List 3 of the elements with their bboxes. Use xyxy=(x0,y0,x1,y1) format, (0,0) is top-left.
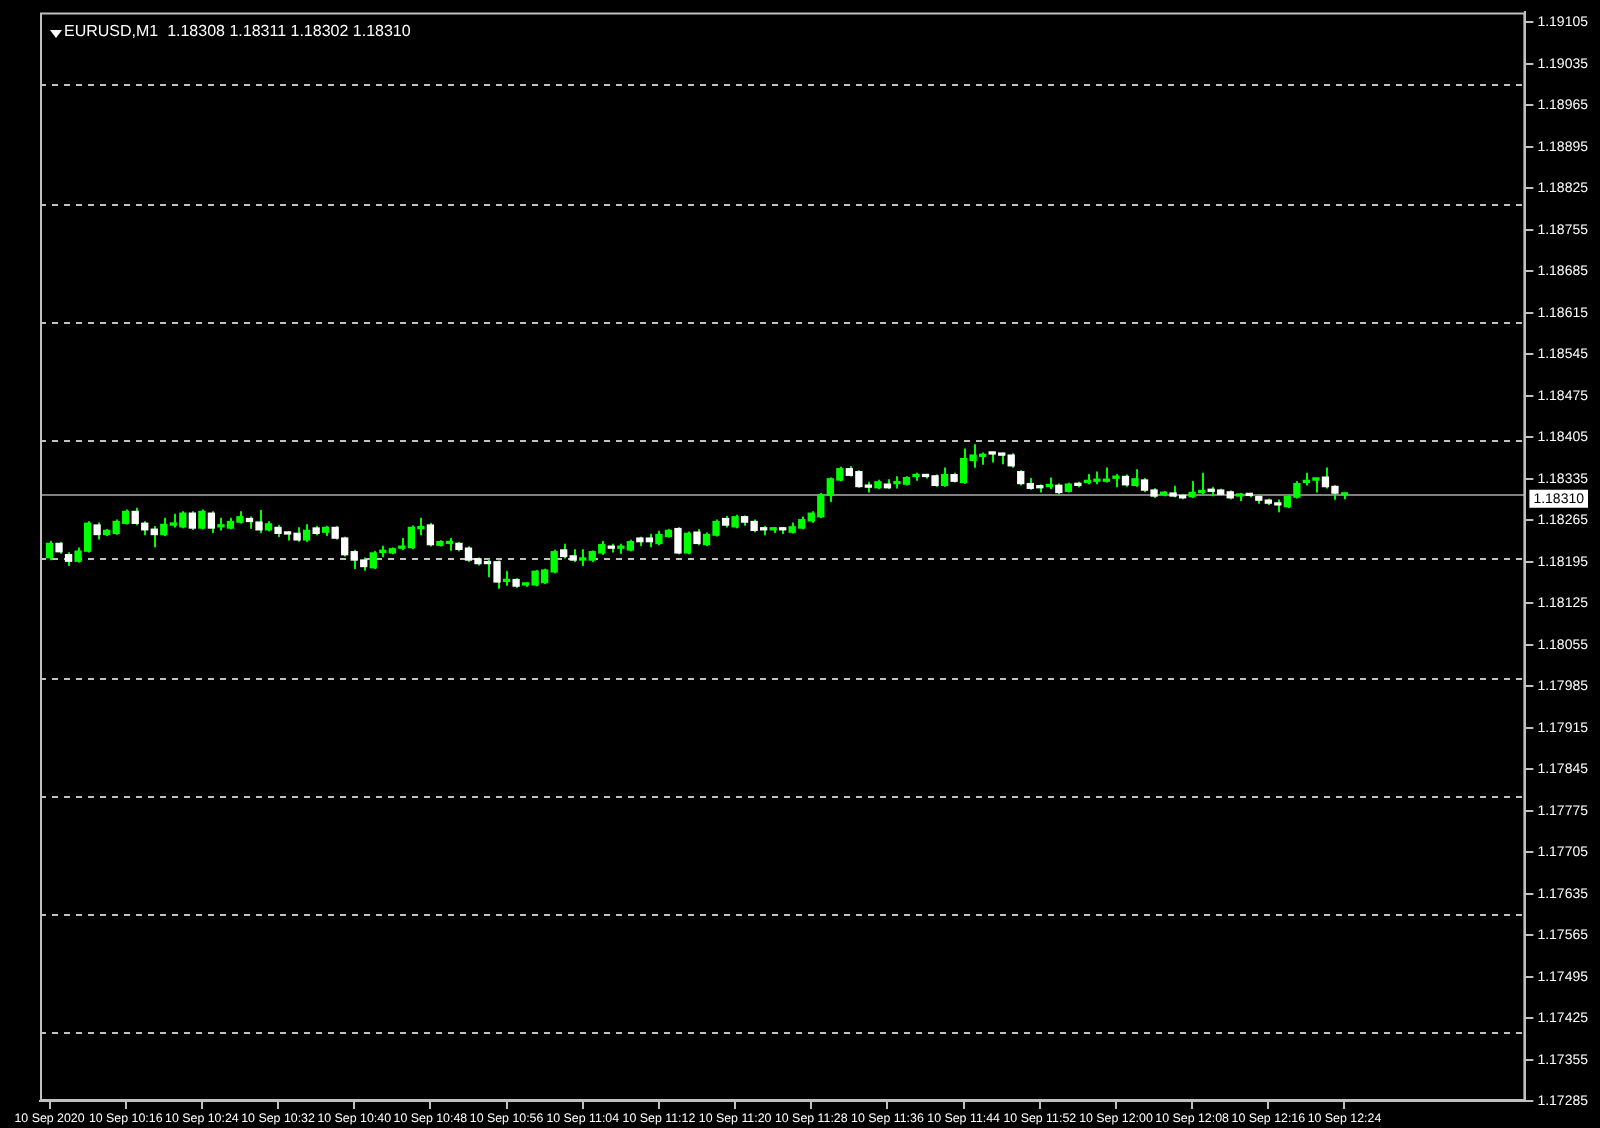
candlestick xyxy=(683,531,692,555)
text: EURUSD,M1 1.18308 1.18311 1.18302 1.18310 xyxy=(64,22,411,40)
candlestick xyxy=(198,509,206,530)
